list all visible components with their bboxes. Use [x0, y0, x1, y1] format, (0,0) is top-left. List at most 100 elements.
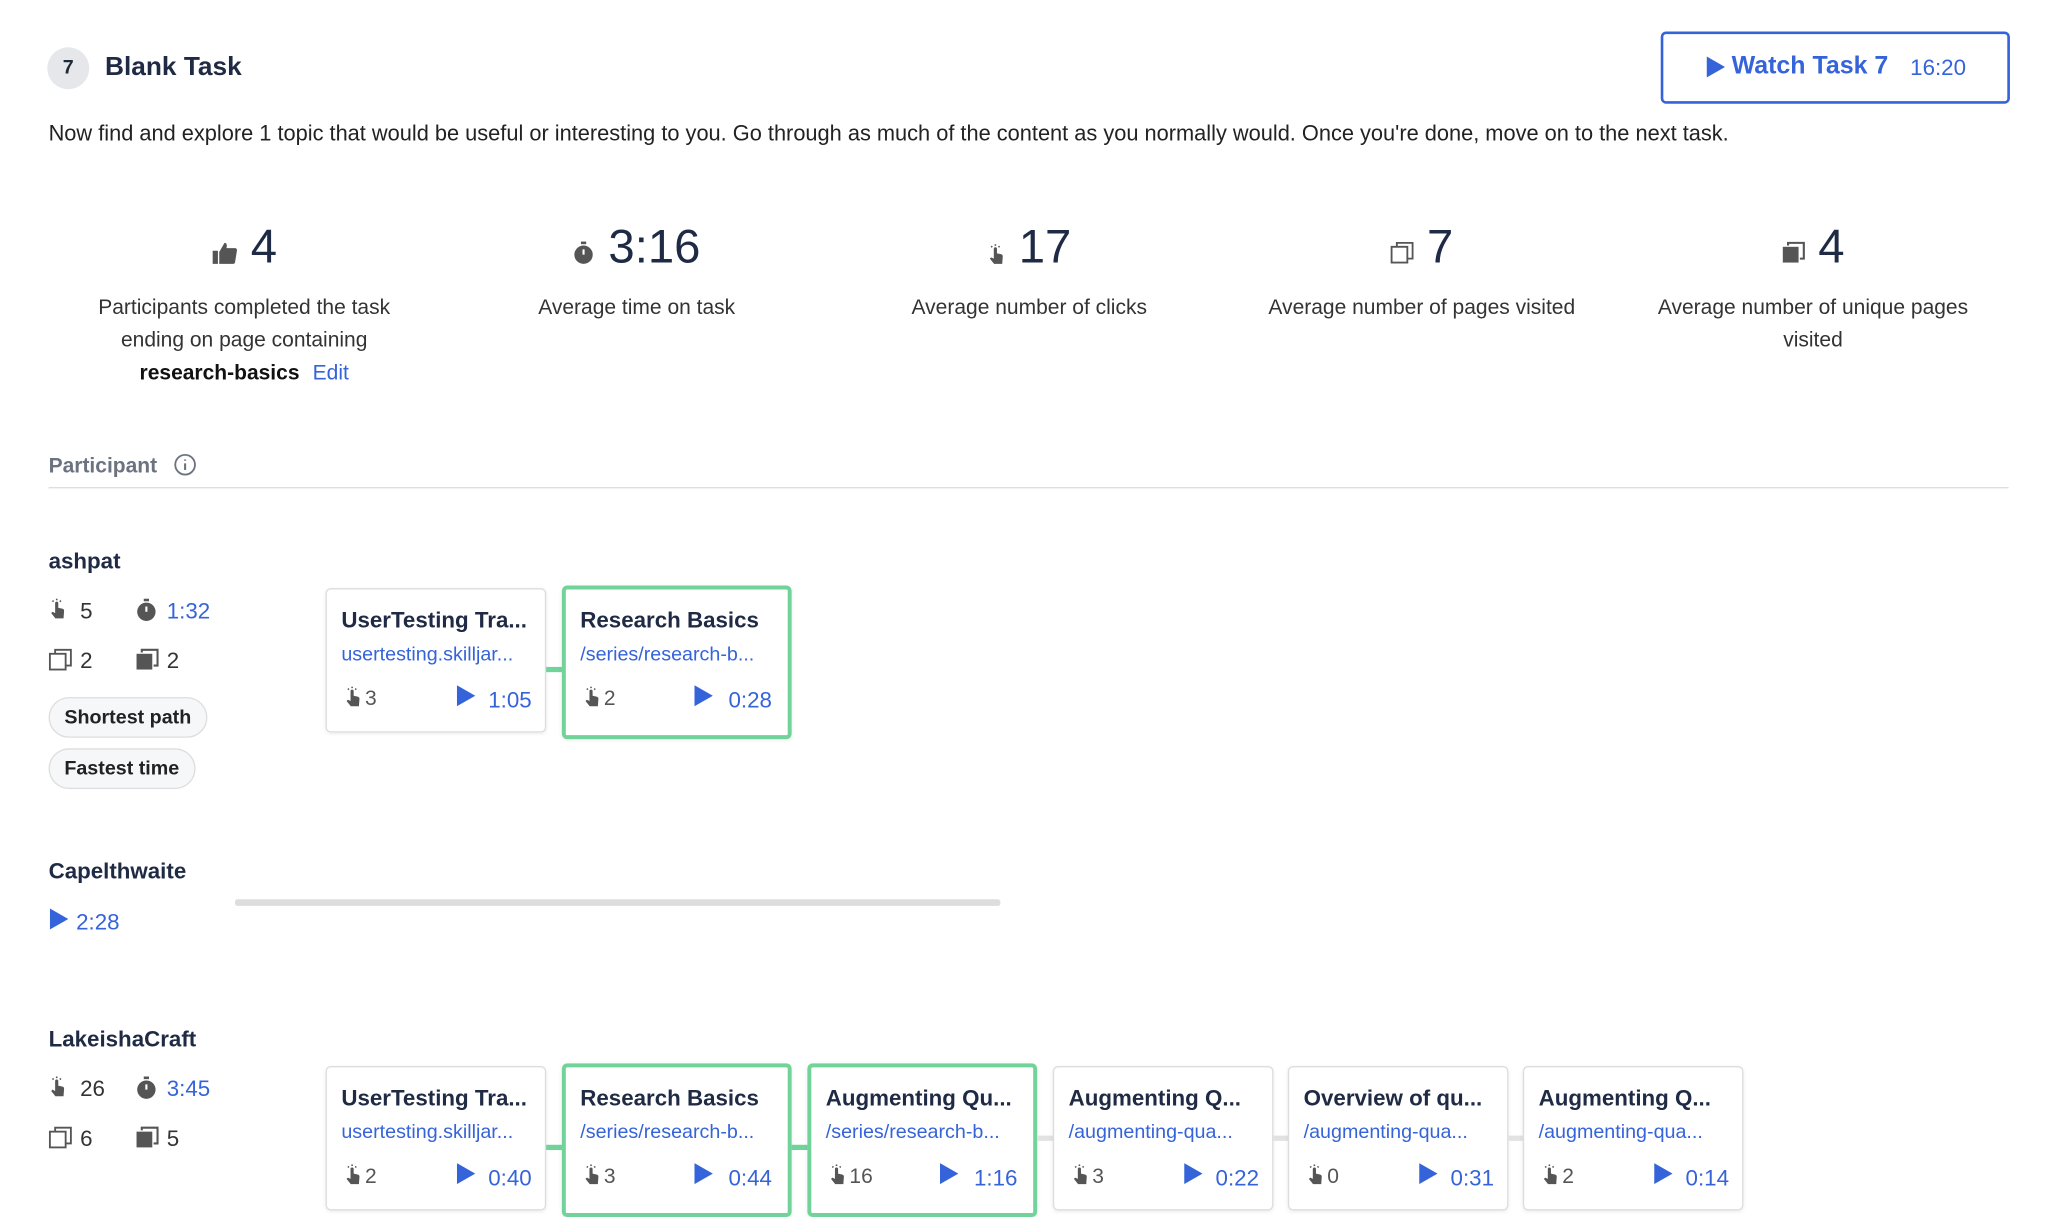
step-url: /augmenting-qua...: [1303, 1121, 1468, 1144]
step-card[interactable]: Research Basics/series/research-b... 3 0:4…: [561, 1063, 792, 1217]
connector: [1508, 1135, 1523, 1141]
stat: 3:16 Average time on task: [440, 219, 834, 325]
icon: [135, 1076, 157, 1101]
divider: [48, 487, 2009, 489]
icon: [135, 648, 159, 673]
icon: [1541, 1164, 1559, 1185]
participant-name: LakeishaCraft: [48, 1026, 197, 1052]
icon: [583, 686, 601, 708]
icon: [456, 1163, 476, 1185]
icon: [1071, 1164, 1089, 1185]
step-url: /augmenting-qua...: [1538, 1121, 1703, 1144]
watch-button[interactable]: Watch Task 7 16:20: [1660, 31, 2010, 104]
participant-pages: 2: [80, 648, 93, 674]
step-time[interactable]: 0:44: [728, 1165, 772, 1191]
connector: [791, 1144, 808, 1150]
step-time[interactable]: 0:40: [488, 1165, 532, 1191]
stat-label: Average number of pages visited: [1251, 292, 1592, 325]
stat-label-text: Average number of clicks: [911, 297, 1147, 320]
icon: [135, 598, 157, 623]
step-clicks: 3: [603, 1165, 616, 1189]
step-url: usertesting.skilljar...: [341, 1121, 514, 1144]
step-card[interactable]: Augmenting Q... /augmenting-qua... 3 0:22: [1052, 1066, 1274, 1211]
stat-number: 3:16: [608, 219, 701, 274]
task-description: Now find and explore 1 topic that would …: [48, 120, 1729, 146]
step-title: Overview of qu...: [1303, 1085, 1483, 1111]
progress-bar: [234, 899, 1001, 906]
badge: Fastest time: [48, 748, 196, 790]
stat-value: 4: [47, 219, 441, 277]
stat-label-text: Participants completed the task ending o…: [98, 297, 391, 353]
participant-name: ashpat: [48, 548, 121, 574]
participant-unique-pages: 5: [166, 1126, 180, 1152]
step-card[interactable]: Augmenting Q... /augmenting-qua... 2 0:14: [1522, 1066, 1744, 1211]
step-card[interactable]: UserTesting Tra... usertesting.skilljar..…: [325, 1066, 547, 1211]
step-clicks: 0: [1327, 1165, 1339, 1189]
step-card[interactable]: UserTesting Tra... usertesting.skilljar..…: [325, 588, 547, 733]
icon: [49, 908, 69, 930]
step-time[interactable]: 0:22: [1215, 1165, 1259, 1191]
stat: 7 Average number of pages visited: [1225, 219, 1619, 325]
connector: [546, 666, 562, 672]
stat-label: Participants completed the task ending o…: [80, 292, 408, 390]
step-url: /series/research-b...: [580, 1121, 755, 1144]
icon: [1306, 1164, 1324, 1185]
stat-number: 4: [250, 219, 278, 274]
participant-name: Capelthwaite: [48, 858, 187, 884]
step-title: UserTesting Tra...: [341, 1085, 527, 1111]
step-time[interactable]: 1:05: [488, 687, 532, 713]
stat-number: 17: [1018, 219, 1072, 274]
step-clicks: 2: [364, 1165, 377, 1189]
stat-value: 17: [832, 219, 1226, 277]
step-time[interactable]: 0:14: [1685, 1165, 1729, 1191]
page-name: research-basics: [139, 362, 300, 386]
participant-time: 3:45: [166, 1076, 211, 1102]
icon: [48, 648, 73, 673]
participant-pages: 6: [80, 1126, 93, 1152]
stat: 4 Average number of unique pages visited: [1616, 219, 2010, 358]
icon: [173, 453, 197, 477]
step-time[interactable]: 0:28: [728, 687, 772, 713]
step-title: Augmenting Q...: [1538, 1085, 1711, 1111]
step-time[interactable]: 1:16: [973, 1165, 1018, 1191]
step-url: /augmenting-qua...: [1068, 1121, 1233, 1144]
icon: [344, 1164, 362, 1185]
icon: [1184, 1163, 1203, 1185]
step-clicks: 16: [849, 1165, 873, 1189]
step-time[interactable]: 0:31: [1450, 1165, 1494, 1191]
icon: [48, 1126, 73, 1150]
task-number: 7: [47, 47, 90, 90]
stat-number: 7: [1427, 219, 1454, 274]
stat-number: 4: [1818, 219, 1845, 274]
video-time[interactable]: 2:28: [76, 909, 120, 935]
stat-value: 7: [1225, 219, 1619, 277]
edit-link[interactable]: Edit: [312, 362, 349, 386]
icon: [456, 685, 476, 707]
participant-header: Participant: [48, 455, 158, 478]
step-card[interactable]: Overview of qu... /augmenting-qua... 0 0:31: [1287, 1066, 1509, 1211]
stat: 4 Participants completed the task ending …: [47, 219, 441, 391]
icon: [939, 1163, 959, 1185]
participant-time: 1:32: [166, 598, 211, 624]
icon: [1706, 56, 1726, 78]
step-title: Augmenting Qu...: [825, 1085, 1012, 1111]
stat: 17 Average number of clicks: [832, 219, 1226, 325]
participant-unique-pages: 2: [166, 648, 180, 674]
watch-duration: 16:20: [1910, 55, 1967, 81]
participant-clicks: 26: [80, 1076, 105, 1102]
icon: [49, 598, 67, 620]
step-url: usertesting.skilljar...: [341, 643, 514, 666]
step-url: /series/research-b...: [580, 643, 755, 666]
stat-label: Average number of clicks: [859, 292, 1200, 325]
task-title: Blank Task: [105, 52, 242, 82]
participant-clicks: 5: [80, 598, 93, 624]
step-clicks: 3: [364, 687, 377, 711]
step-card[interactable]: Research Basics/series/research-b... 2 0:2…: [561, 585, 792, 740]
step-title: Augmenting Q...: [1068, 1085, 1241, 1111]
stat-label-text: Average time on task: [538, 297, 736, 320]
icon: [1654, 1163, 1673, 1185]
stat-value: 3:16: [440, 219, 834, 277]
step-card[interactable]: Augmenting Qu... /series/research-b... 16 1…: [807, 1063, 1038, 1217]
